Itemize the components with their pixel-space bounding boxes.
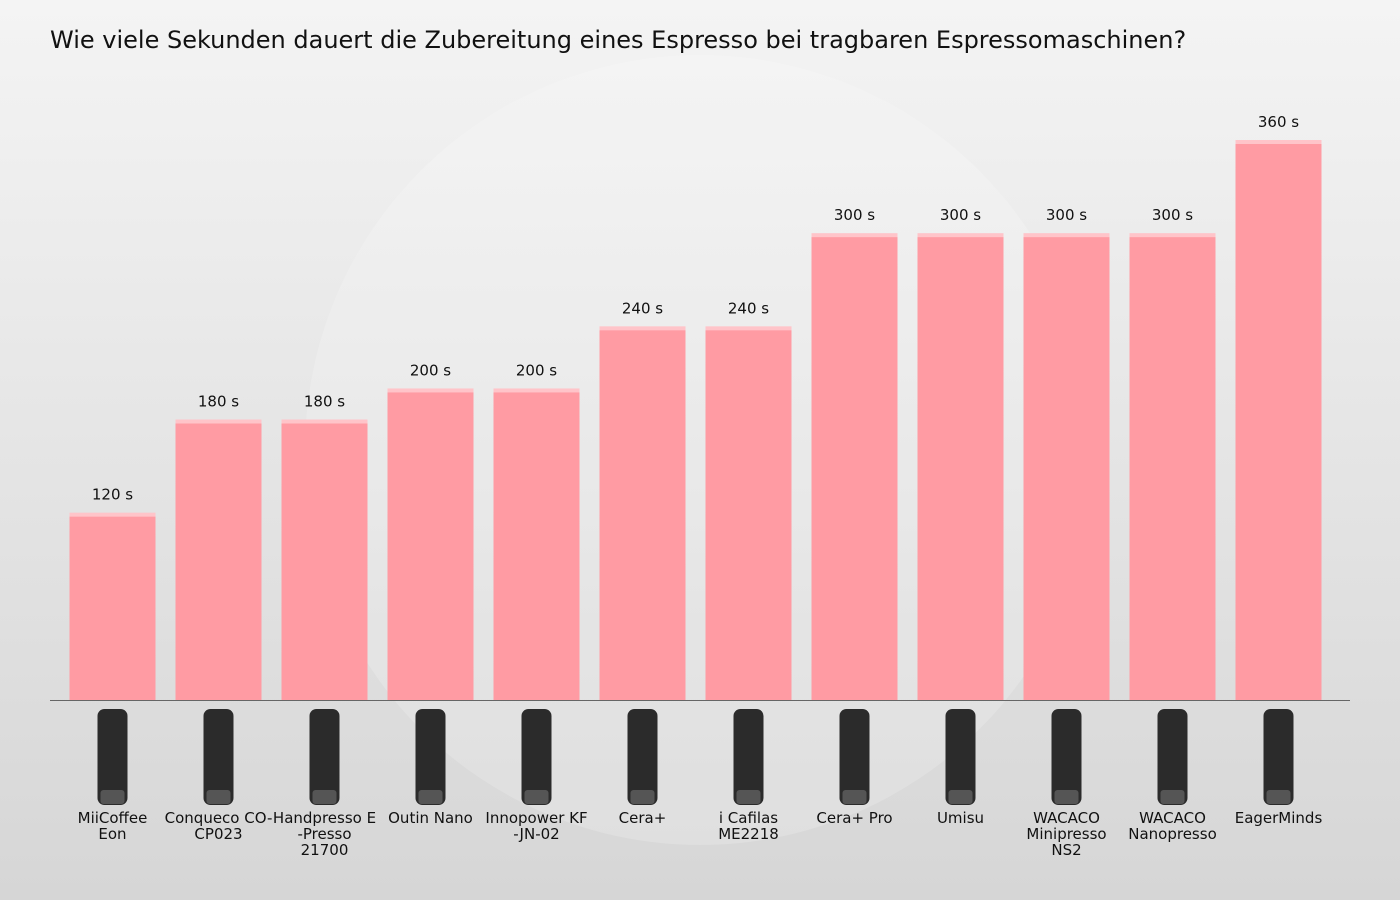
bar-highlight: [1023, 233, 1110, 238]
chart-title: Wie viele Sekunden dauert die Zubereitun…: [50, 26, 1187, 54]
bar: [599, 327, 686, 700]
product-detail: [1266, 790, 1291, 804]
bar-highlight: [811, 233, 898, 238]
product-image: [415, 709, 446, 805]
bar: [387, 389, 474, 700]
product-image: [1157, 709, 1188, 805]
bar-highlight: [493, 388, 580, 393]
product-image: [945, 709, 976, 805]
value-label: 200 s: [410, 361, 451, 379]
bar: [1023, 234, 1110, 700]
bar-highlight: [599, 326, 686, 331]
product-detail: [206, 790, 231, 804]
bar-highlight: [917, 233, 1004, 238]
value-label: 180 s: [304, 393, 345, 411]
product-image: [1263, 709, 1294, 805]
value-label: 360 s: [1258, 113, 1299, 131]
x-tick-label: Conqueco CO- CP023: [164, 809, 273, 843]
x-tick-label: i Cafilas ME2218: [718, 809, 779, 843]
product-detail: [842, 790, 867, 804]
bar-highlight: [175, 419, 262, 424]
x-tick-label: Handpresso E -Presso 21700: [272, 809, 377, 859]
bar: [1129, 234, 1216, 700]
value-label: 300 s: [1152, 206, 1193, 224]
x-tick-label: MiiCoffee Eon: [77, 809, 148, 843]
value-label: 300 s: [940, 206, 981, 224]
value-label: 120 s: [92, 486, 133, 504]
x-tick-label: Cera+: [618, 809, 667, 827]
bar-highlight: [281, 419, 368, 424]
product-detail: [1160, 790, 1185, 804]
product-detail: [418, 790, 443, 804]
x-tick-label: Outin Nano: [388, 809, 473, 827]
bar-highlight: [1235, 140, 1322, 144]
product-detail: [1054, 790, 1079, 804]
x-tick-label: Cera+ Pro: [816, 809, 893, 827]
product-detail: [312, 790, 337, 804]
bar: [493, 389, 580, 700]
bar: [175, 420, 262, 700]
bar: [69, 513, 156, 700]
value-label: 300 s: [1046, 206, 1087, 224]
product-detail: [524, 790, 549, 804]
value-label: 240 s: [728, 299, 769, 317]
product-detail: [100, 790, 125, 804]
product-image: [521, 709, 552, 805]
product-image: [309, 709, 340, 805]
x-tick-label: EagerMinds: [1234, 809, 1323, 827]
bar: [281, 420, 368, 700]
product-image: [203, 709, 234, 805]
x-tick-label: WACACO Nanopresso: [1128, 809, 1217, 843]
product-image: [1051, 709, 1082, 805]
product-detail: [736, 790, 761, 804]
product-image: [733, 709, 764, 805]
bar-highlight: [69, 512, 156, 517]
product-image: [97, 709, 128, 805]
product-image: [839, 709, 870, 805]
product-image: [627, 709, 658, 805]
x-tick-label: Innopower KF -JN-02: [485, 809, 588, 843]
x-tick-label: Umisu: [936, 809, 985, 827]
value-label: 200 s: [516, 361, 557, 379]
value-label: 240 s: [622, 299, 663, 317]
bar: [811, 234, 898, 700]
bar-highlight: [705, 326, 792, 331]
bar: [1235, 141, 1322, 700]
value-label: 300 s: [834, 206, 875, 224]
bar-highlight: [387, 388, 474, 393]
product-detail: [630, 790, 655, 804]
bar: [705, 327, 792, 700]
product-detail: [948, 790, 973, 804]
x-tick-label: WACACO Minipresso NS2: [1026, 809, 1107, 859]
value-label: 180 s: [198, 393, 239, 411]
bar: [917, 234, 1004, 700]
bar-highlight: [1129, 233, 1216, 238]
